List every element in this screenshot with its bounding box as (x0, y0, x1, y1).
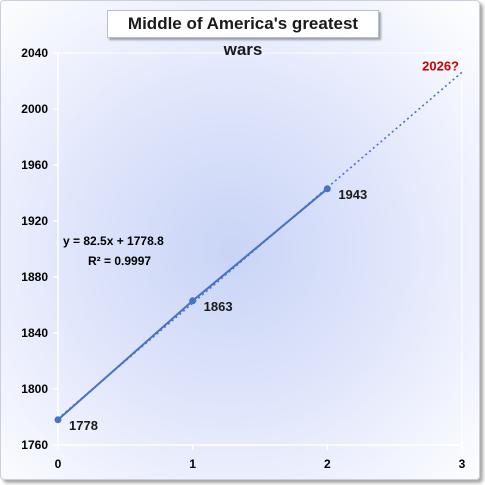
trendline-r-squared: R² = 0.9997 (88, 254, 151, 268)
data-point (189, 297, 197, 305)
data-point (54, 416, 62, 424)
x-tick-label: 1 (189, 457, 196, 471)
y-tick-label: 1840 (21, 326, 48, 340)
x-tick-label: 2 (324, 457, 331, 471)
data-label: 1778 (69, 418, 98, 433)
y-tick-label: 2040 (21, 46, 48, 60)
y-tick-label: 1920 (21, 214, 48, 228)
data-label: 1943 (338, 187, 367, 202)
y-tick-label: 1960 (21, 158, 48, 172)
data-label: 1863 (204, 299, 233, 314)
x-tick-label: 3 (459, 457, 466, 471)
chart-title: Middle of America's greatest wars (107, 10, 379, 59)
y-tick-label: 1800 (21, 382, 48, 396)
data-point (323, 185, 331, 193)
projection-annotation: 2026? (422, 59, 459, 74)
y-tick-label: 2000 (21, 102, 48, 116)
plot-area (57, 52, 463, 446)
y-tick-label: 1760 (21, 438, 48, 452)
trendline-equation: y = 82.5x + 1778.8 (63, 234, 164, 248)
y-tick-label: 1880 (21, 270, 48, 284)
x-tick-label: 0 (55, 457, 62, 471)
